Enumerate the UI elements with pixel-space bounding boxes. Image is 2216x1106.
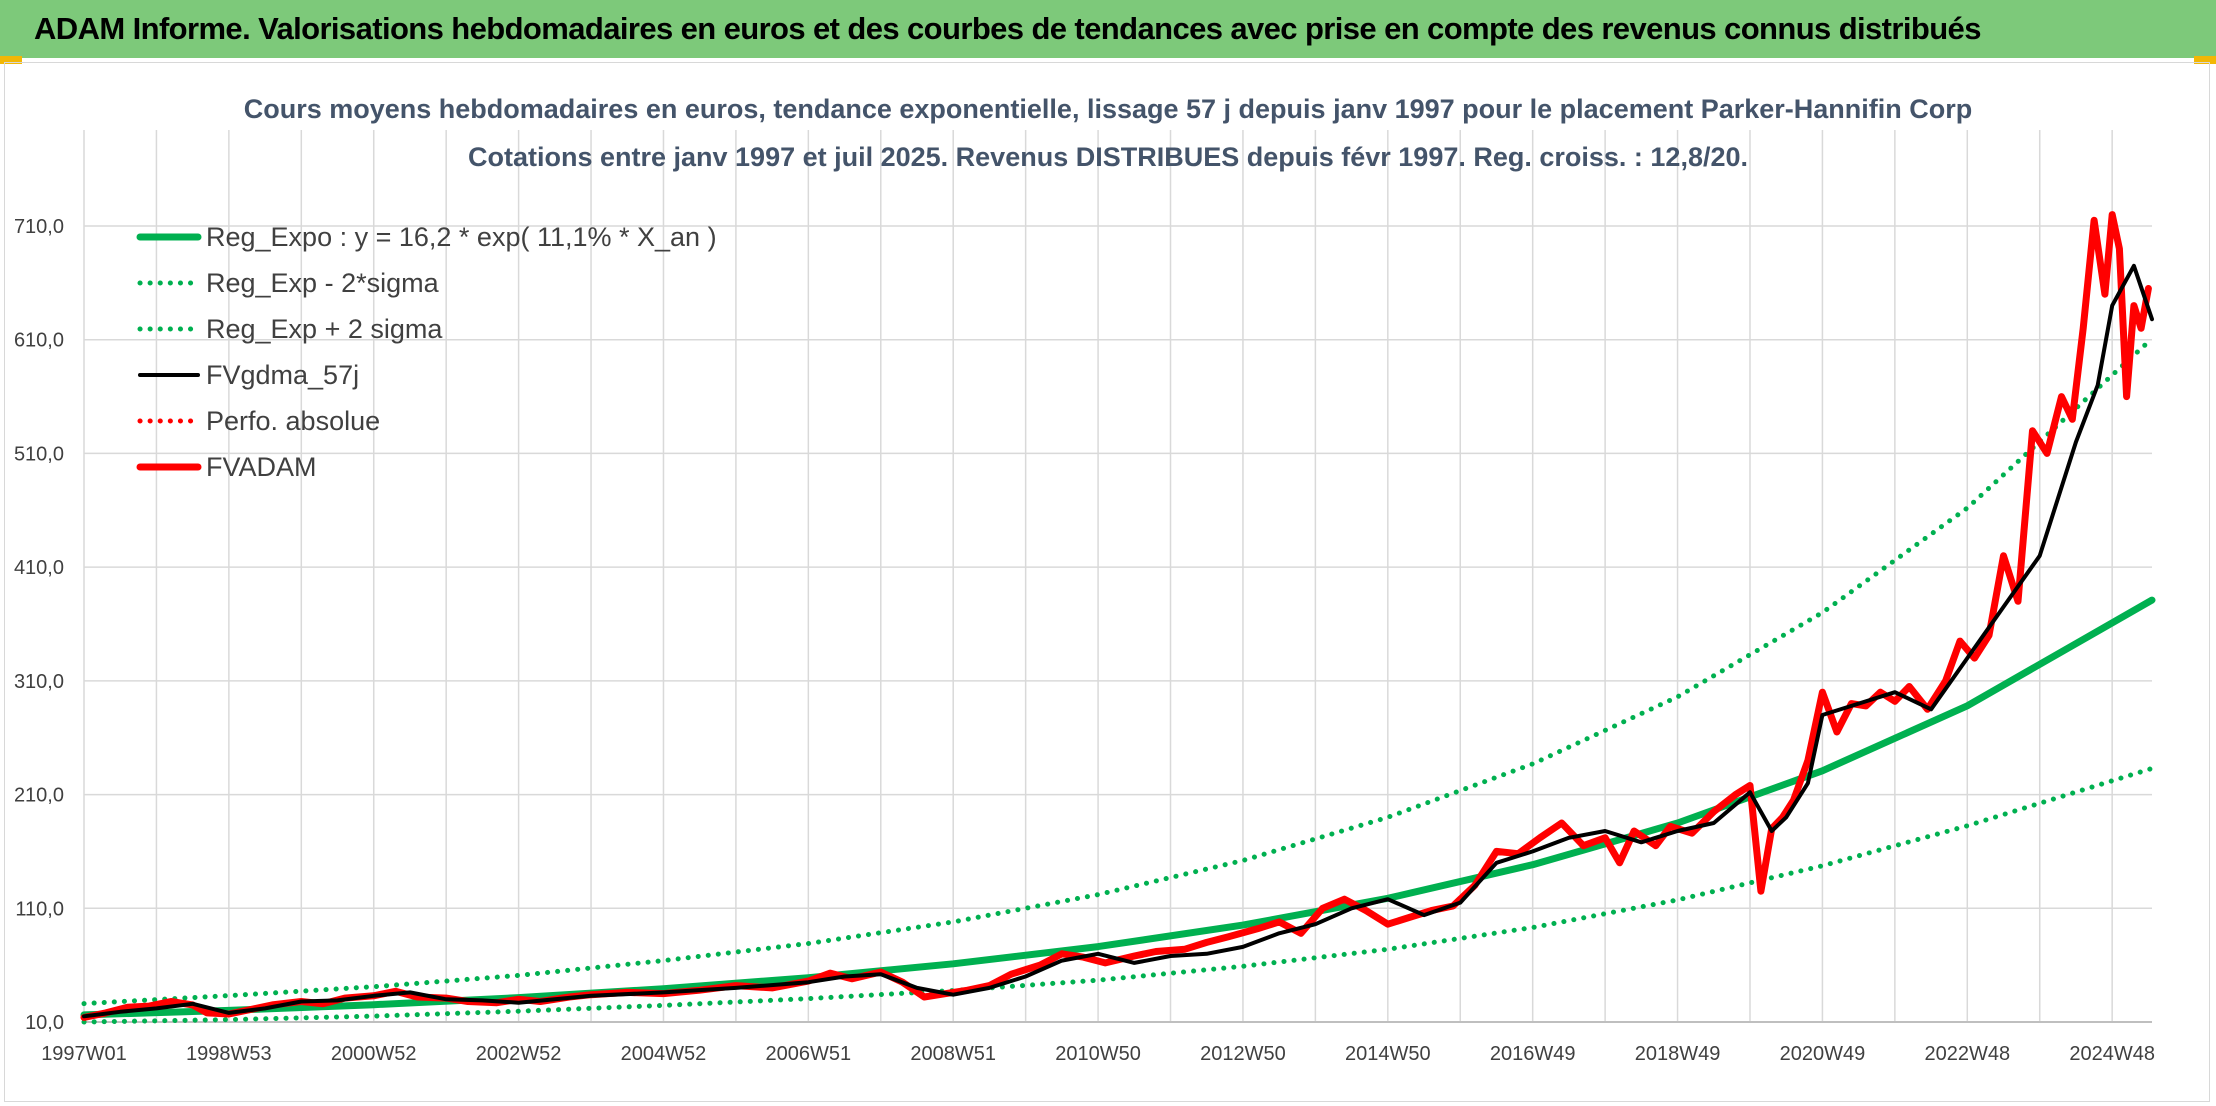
legend-label: FVADAM	[206, 452, 317, 482]
legend-label: Perfo. absolue	[206, 406, 380, 436]
y-tick-label: 610,0	[14, 330, 64, 352]
x-tick-label: 2000W52	[331, 1043, 417, 1065]
series-line-1	[81, 765, 2155, 1025]
series-line-3	[82, 263, 2154, 1019]
x-tick-label: 2002W52	[476, 1043, 562, 1065]
x-tick-label: 2004W52	[621, 1043, 707, 1065]
x-tick-label: 1997W01	[41, 1043, 127, 1065]
x-tick-label: 2024W48	[2069, 1043, 2155, 1065]
x-tick-label: 2022W48	[1924, 1043, 2010, 1065]
chart-grid	[83, 130, 2152, 1023]
y-tick-label: 210,0	[14, 785, 64, 807]
chart-series	[80, 211, 2156, 1025]
chart-subtitle: Cotations entre janv 1997 et juil 2025. …	[468, 142, 1748, 172]
y-tick-label: 310,0	[14, 671, 64, 693]
banner-accent-right	[2194, 56, 2216, 64]
chart-legend: Reg_Expo : y = 16,2 * exp( 11,1% * X_an …	[136, 222, 717, 482]
x-tick-label: 2008W51	[910, 1043, 996, 1065]
x-tick-label: 2010W50	[1055, 1043, 1141, 1065]
y-axis: 10,0 110,0 210,0 310,0 410,0 510,0 610,0 710,0	[14, 216, 64, 1034]
series-line-0	[80, 596, 2156, 1019]
x-tick-label: 2020W49	[1780, 1043, 1866, 1065]
y-tick-label: 410,0	[14, 557, 64, 579]
legend-label: Reg_Exp - 2*sigma	[206, 268, 440, 298]
legend-label: Reg_Expo : y = 16,2 * exp( 11,1% * X_an …	[206, 222, 717, 252]
chart-title: Cours moyens hebdomadaires en euros, ten…	[244, 94, 1973, 124]
x-tick-label: 2018W49	[1635, 1043, 1721, 1065]
x-tick-label: 2016W49	[1490, 1043, 1576, 1065]
x-tick-label: 2006W51	[766, 1043, 852, 1065]
report-banner-title: ADAM Informe. Valorisations hebdomadaire…	[0, 0, 2216, 58]
banner-accent-left	[0, 56, 22, 64]
x-tick-label: 1998W53	[186, 1043, 272, 1065]
legend-label: FVgdma_57j	[206, 360, 359, 390]
x-axis: 1997W01 1998W53 2000W52 2002W52 2004W52 2006W…	[41, 1043, 2155, 1065]
legend-label: Reg_Exp + 2 sigma	[206, 314, 443, 344]
x-tick-label: 2012W50	[1200, 1043, 1286, 1065]
series-line-2	[81, 336, 2155, 1007]
y-tick-label: 710,0	[14, 216, 64, 238]
y-tick-label: 10,0	[25, 1012, 64, 1034]
x-tick-label: 2014W50	[1345, 1043, 1431, 1065]
y-tick-label: 510,0	[14, 443, 64, 465]
chart-frame	[4, 62, 2210, 1102]
y-tick-label: 110,0	[15, 898, 64, 920]
